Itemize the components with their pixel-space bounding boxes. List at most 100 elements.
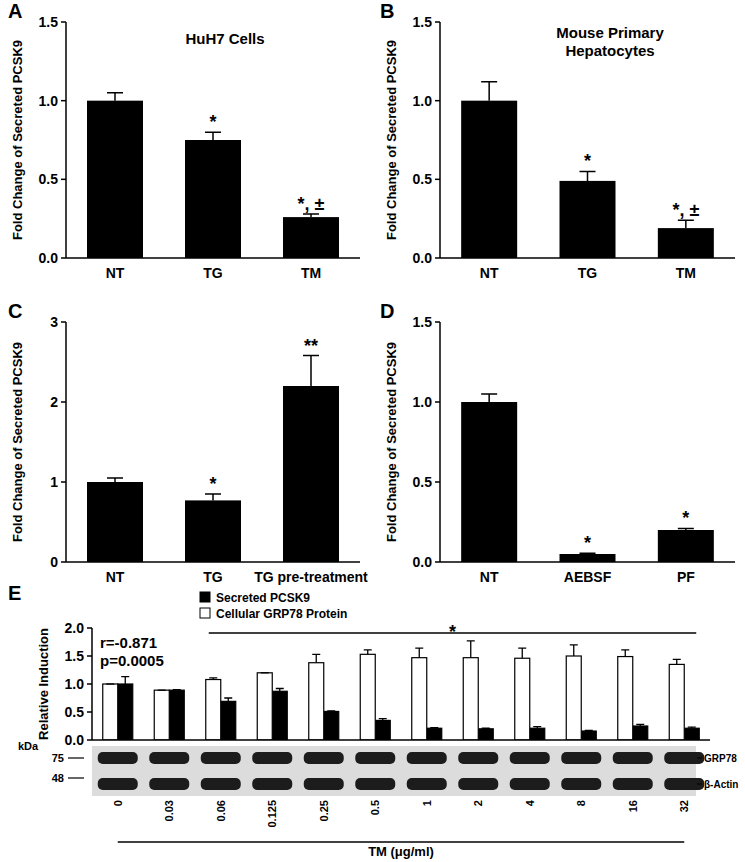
bar: [309, 663, 324, 740]
panel-letter: C: [8, 300, 22, 322]
marker-label: 75: [52, 752, 64, 764]
error-bar: [303, 214, 319, 217]
x-tick-label: 0.25: [318, 800, 330, 821]
y-tick-label: 0.5: [413, 474, 433, 490]
blot-band: [201, 778, 241, 790]
x-tick-label: 0.03: [163, 800, 175, 821]
y-tick-label: 0: [50, 554, 58, 570]
title: Mouse Primary: [556, 24, 664, 41]
y-tick: [61, 257, 66, 259]
significance: *, ±: [672, 200, 699, 220]
x-tick-label: 0.5: [369, 800, 381, 815]
bar: [461, 402, 517, 562]
blot-band: [201, 752, 241, 764]
error-bar: [224, 698, 232, 701]
y-tick: [87, 655, 92, 657]
blot-band: [613, 752, 653, 764]
error-bar: [518, 648, 526, 658]
error-bar: [636, 724, 644, 726]
blot-band: [510, 778, 550, 790]
y-tick-label: 2: [50, 394, 58, 410]
x-tick-label: TG: [578, 265, 598, 281]
plot-area: [87, 93, 339, 258]
x-tick-label: 2: [472, 800, 484, 806]
x-tick-label: 16: [627, 800, 639, 812]
marker-dash: [68, 757, 84, 758]
bar: [581, 731, 596, 740]
y-tick: [87, 739, 92, 741]
bar: [283, 386, 339, 562]
y-axis: [65, 322, 67, 562]
error-bar: [481, 394, 497, 402]
error-bar: [158, 690, 166, 691]
y-tick: [435, 481, 440, 483]
blot-unit: kDa: [18, 740, 39, 752]
y-tick: [61, 179, 66, 181]
blot-band: [355, 778, 395, 790]
blot-band: [613, 778, 653, 790]
y-tick-label: 1.5: [413, 314, 433, 330]
error-bar: [415, 648, 423, 658]
y-axis-label: Fold Change of Secreted PCSK9: [10, 342, 25, 542]
bar: [272, 691, 287, 740]
bar: [169, 690, 184, 740]
bar: [530, 728, 545, 740]
blot-band: [664, 752, 704, 764]
bar: [185, 500, 241, 562]
y-tick-label: 2.0: [65, 620, 85, 636]
bar: [478, 729, 493, 740]
y-tick-label: 0.0: [65, 732, 85, 748]
bar: [427, 728, 442, 740]
y-tick-label: 0.5: [65, 704, 85, 720]
error-bar: [107, 93, 123, 101]
y-axis-label: Relative Induction: [36, 628, 51, 740]
legend-swatch: [200, 608, 210, 618]
error-bar: [303, 356, 319, 386]
x-tick-label: PF: [677, 569, 695, 585]
significance: *, ±: [298, 194, 325, 214]
band-dash: [697, 758, 702, 759]
x-tick-label: 0.125: [266, 800, 278, 828]
error-bar: [673, 659, 681, 664]
bar: [360, 654, 375, 740]
y-axis-label: Fold Change of Secreted PCSK9: [384, 342, 399, 542]
band-dash: [697, 784, 702, 785]
error-bar: [621, 650, 629, 657]
x-tick-label: NT: [106, 569, 125, 585]
legend-label: Secreted PCSK9: [216, 591, 310, 605]
y-tick-label: 1.0: [39, 93, 59, 109]
y-tick: [435, 561, 440, 563]
x-axis: [66, 257, 360, 259]
y-tick: [435, 257, 440, 259]
x-tick-label: TG pre-treatment: [254, 569, 368, 585]
bar: [658, 228, 714, 258]
significance: *: [584, 151, 591, 171]
bar: [206, 680, 221, 740]
bar: [669, 664, 684, 740]
y-tick: [435, 179, 440, 181]
error-bar: [678, 220, 694, 228]
x-axis-label: TM (μg/ml): [368, 844, 434, 859]
blot-band: [304, 778, 344, 790]
x-axis: [66, 561, 360, 563]
bar: [185, 140, 241, 258]
y-tick: [61, 100, 66, 102]
bar: [103, 684, 118, 740]
y-tick: [87, 627, 92, 629]
y-tick: [61, 321, 66, 323]
y-axis: [65, 22, 67, 258]
plot-area: [461, 82, 714, 258]
significance: *: [584, 533, 591, 553]
title: Hepatocytes: [565, 42, 654, 59]
plot-area: [87, 356, 339, 562]
y-tick: [61, 21, 66, 23]
y-tick-label: 1: [50, 474, 58, 490]
error-bar: [209, 678, 217, 680]
error-bar: [678, 528, 694, 530]
legend-label: Cellular GRP78 Protein: [216, 607, 347, 621]
x-axis: [440, 257, 735, 259]
blot-band: [252, 752, 292, 764]
error-bar: [688, 727, 696, 728]
error-bar: [585, 730, 593, 732]
band-label: β-Actin: [704, 779, 738, 790]
